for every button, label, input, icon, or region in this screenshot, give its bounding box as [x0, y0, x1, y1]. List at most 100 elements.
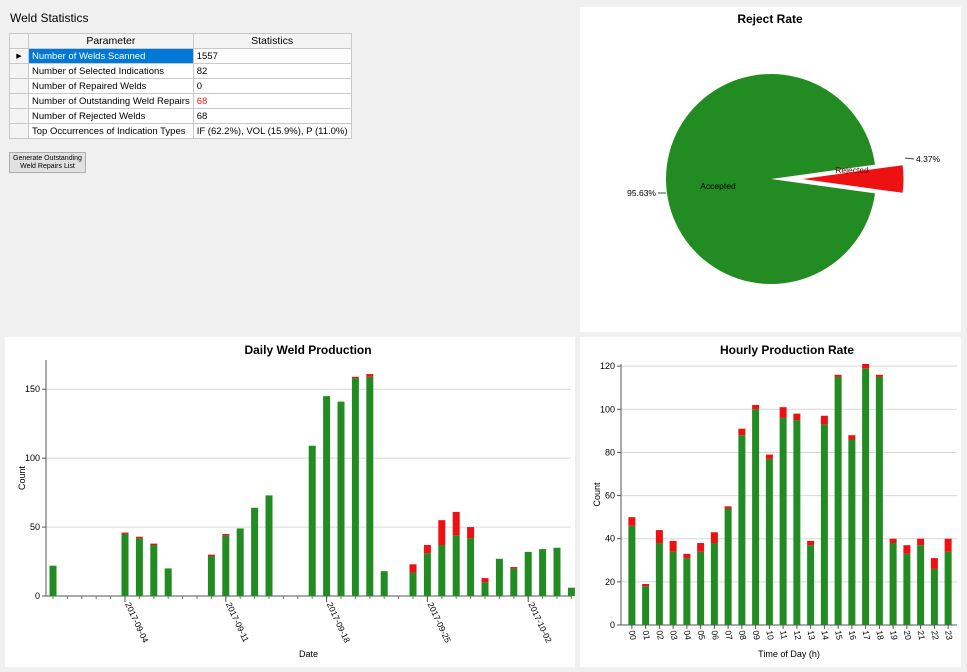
x-tick-label: 14	[819, 630, 831, 641]
section-title: Weld Statistics	[10, 11, 89, 25]
statistics-table[interactable]: Parameter Statistics ▶ Number of Welds Sc…	[9, 33, 352, 139]
parameter-cell[interactable]: Number of Repaired Welds	[28, 78, 194, 94]
hourly-bar-rejected	[807, 540, 815, 546]
pie-value-label-accepted: 95.63%	[627, 188, 656, 198]
y-tick-label: 120	[600, 361, 615, 371]
x-tick-label: 2017-09-04	[123, 601, 151, 645]
hourly-bar-accepted	[710, 543, 718, 625]
hourly-bar-accepted	[834, 376, 842, 625]
hourly-bar-accepted	[779, 417, 787, 625]
x-tick-label: 01	[641, 630, 653, 641]
daily-bar-accepted	[553, 547, 561, 596]
row-selector[interactable]	[9, 93, 29, 109]
parameter-cell[interactable]: Number of Outstanding Weld Repairs	[28, 93, 194, 109]
daily-bar-rejected	[121, 532, 129, 534]
hourly-bar-accepted	[683, 558, 691, 625]
hourly-bar-accepted	[862, 368, 870, 625]
table-row[interactable]: Top Occurrences of Indication Types IF (6…	[9, 123, 352, 139]
hourly-production-chart: Hourly Production Rate020406080100120Cou…	[592, 343, 957, 659]
daily-bar-accepted	[49, 565, 57, 596]
hourly-bar-accepted	[765, 458, 773, 625]
parameter-cell[interactable]: Number of Welds Scanned	[28, 48, 194, 64]
daily-bar-accepted	[366, 376, 374, 596]
hourly-bar-rejected	[917, 538, 925, 546]
daily-bar-accepted	[467, 538, 475, 596]
x-tick-label: 2017-09-25	[426, 601, 454, 645]
hourly-bar-rejected	[903, 545, 911, 554]
hourly-bar-accepted	[697, 551, 705, 625]
y-tick-label: 100	[25, 453, 40, 463]
x-tick-label: 00	[627, 630, 639, 641]
y-tick-label: 60	[605, 491, 615, 501]
statistics-cell[interactable]: IF (62.2%), VOL (15.9%), P (11.0%)	[192, 123, 352, 139]
hourly-bar-accepted	[917, 545, 925, 625]
hourly-bar-rejected	[889, 538, 897, 544]
column-header-statistics[interactable]: Statistics	[192, 33, 352, 49]
table-row[interactable]: Number of Outstanding Weld Repairs 68	[9, 93, 352, 109]
y-tick-label: 100	[600, 404, 615, 414]
parameter-cell[interactable]: Number of Selected Indications	[28, 63, 194, 79]
hourly-production-panel: Hourly Production Rate 0 20 40 60 80 100 120 Cou…	[580, 337, 961, 667]
hourly-bar-rejected	[655, 530, 663, 544]
table-row[interactable]: Number of Repaired Welds 0	[9, 78, 352, 94]
y-tick-label: 50	[30, 522, 40, 532]
y-tick-label: 80	[605, 447, 615, 457]
daily-x-axis-label: Date	[299, 649, 318, 659]
daily-bar-rejected	[423, 544, 431, 554]
daily-production-panel: Daily Weld Production 0 50 100 150 Count Date 2…	[5, 337, 587, 667]
pie-label-accepted: Accepted	[700, 181, 736, 191]
daily-bar-accepted	[423, 553, 431, 596]
pie-leader-rejected	[904, 157, 915, 160]
daily-bar-accepted	[308, 445, 316, 596]
column-header-parameter[interactable]: Parameter	[28, 33, 194, 49]
statistics-cell[interactable]: 68	[192, 93, 352, 109]
x-tick-label: 03	[668, 630, 680, 641]
x-tick-label: 07	[723, 630, 735, 641]
daily-bar-accepted	[164, 568, 172, 596]
hourly-bar-rejected	[738, 428, 746, 436]
hourly-bar-rejected	[930, 558, 938, 569]
daily-bar-accepted	[380, 571, 388, 596]
daily-bar-rejected	[222, 533, 230, 536]
table-row[interactable]: ▶ Number of Welds Scanned 1557	[9, 48, 352, 64]
row-selector[interactable]	[9, 108, 29, 124]
button-label-line1: Generate Outstanding	[13, 155, 82, 162]
daily-bar-rejected	[409, 564, 417, 573]
x-tick-label: 2017-09-18	[325, 601, 353, 645]
daily-bar-accepted	[251, 507, 259, 596]
x-tick-label: 12	[792, 630, 804, 641]
parameter-cell[interactable]: Number of Rejected Welds	[28, 108, 194, 124]
hourly-bar-accepted	[807, 545, 815, 625]
daily-bar-accepted	[524, 551, 532, 596]
statistics-cell[interactable]: 82	[192, 63, 352, 79]
table-row[interactable]: Number of Rejected Welds 68	[9, 108, 352, 124]
hourly-bar-accepted	[820, 424, 828, 625]
row-selector[interactable]	[9, 123, 29, 139]
parameter-cell[interactable]: Top Occurrences of Indication Types	[28, 123, 194, 139]
x-tick-label: 10	[764, 630, 776, 641]
hourly-bar-rejected	[765, 454, 773, 459]
daily-chart-title: Daily Weld Production	[244, 343, 371, 357]
hourly-chart-title: Hourly Production Rate	[720, 343, 854, 357]
daily-bar-rejected	[452, 511, 460, 536]
reject-rate-pie-chart: Reject Rate Accepted Rejected 95.63% 4.37%	[627, 12, 941, 285]
generate-outstanding-repairs-button[interactable]: Generate Outstanding Weld Repairs List	[9, 152, 86, 173]
daily-bar-rejected	[207, 554, 215, 557]
statistics-cell[interactable]: 1557	[192, 48, 352, 64]
x-tick-label: 04	[682, 630, 694, 641]
row-selector[interactable]	[9, 78, 29, 94]
table-row[interactable]: Number of Selected Indications 82	[9, 63, 352, 79]
statistics-cell[interactable]: 0	[192, 78, 352, 94]
button-label-line2: Weld Repairs List	[20, 163, 75, 170]
hourly-bar-rejected	[862, 364, 870, 369]
daily-bar-accepted	[236, 528, 244, 596]
row-header-corner	[9, 33, 29, 49]
row-selector[interactable]: ▶	[9, 48, 29, 64]
hourly-bar-accepted	[889, 543, 897, 625]
daily-bar-accepted	[510, 568, 518, 596]
pie-slice-rejected	[798, 164, 905, 194]
statistics-cell[interactable]: 68	[192, 108, 352, 124]
y-tick-label: 20	[605, 577, 615, 587]
hourly-bar-rejected	[944, 538, 952, 552]
row-selector[interactable]	[9, 63, 29, 79]
